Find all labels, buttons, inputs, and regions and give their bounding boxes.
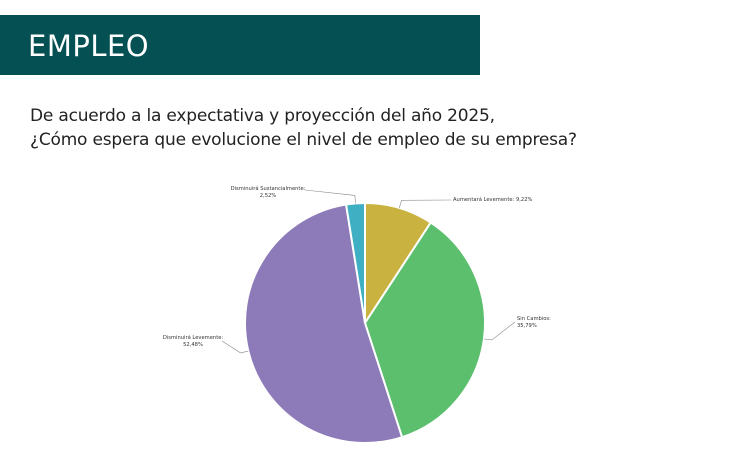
pie-slices (244, 201, 486, 444)
slice-label: Disminuirá Levemente: 52,48% (163, 334, 224, 348)
pie-labels: Aumentará Levemente: 9,22% Sin Cambios: 35… (163, 185, 551, 348)
slice-label: Disminuirá Sustancialmente: 2,52% (231, 185, 306, 199)
leader-line (398, 199, 452, 209)
slice-label: Aumentará Levemente: 9,22% (453, 196, 532, 203)
slice-label: Sin Cambios: 35,79% (517, 316, 551, 329)
section-header: EMPLEO (0, 15, 480, 75)
pie-leader-lines (221, 189, 516, 354)
pie-slice-disminuir-sustancialmente (344, 201, 366, 324)
question-line-1: De acuerdo a la expectativa y proyección… (30, 106, 495, 126)
leader-line (483, 321, 516, 341)
leader-line (221, 340, 249, 354)
pie-slice-disminuir-levemente (244, 203, 404, 444)
question-text: De acuerdo a la expectativa y proyección… (30, 104, 577, 152)
leader-line (304, 189, 356, 204)
question-line-2: ¿Cómo espera que evolucione el nivel de … (30, 130, 577, 150)
section-title: EMPLEO (28, 29, 150, 63)
